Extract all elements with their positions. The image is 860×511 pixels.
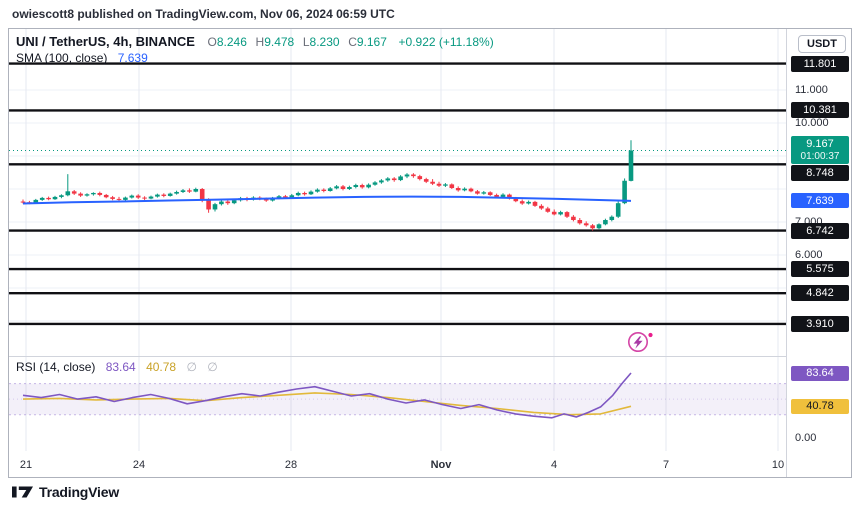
rsi-empty-1: ∅: [186, 360, 197, 374]
last-price-badge: 9.167 01:00:37: [791, 136, 849, 165]
tradingview-logo[interactable]: TradingView: [12, 484, 119, 500]
sma-value: 7.639: [117, 51, 148, 65]
sma-price-badge: 7.639: [791, 193, 849, 209]
rsi-legend[interactable]: RSI (14, close) 83.64 40.78 ∅ ∅: [16, 360, 218, 374]
bar-countdown: 01:00:37: [800, 150, 840, 162]
support-resistance-lines: [9, 62, 786, 326]
rsi-line: [22, 372, 632, 419]
level-price-badge: 8.748: [791, 165, 849, 182]
tradingview-logo-text: TradingView: [39, 484, 120, 500]
sma-label: SMA (100, close): [16, 51, 108, 65]
flash-idea-icon[interactable]: [625, 329, 667, 362]
level-price-badge: 4.842: [791, 285, 849, 302]
chart-frame: UNI / TetherUS, 4h, BINANCE O8.246 H9.47…: [8, 28, 852, 478]
change-value: +0.922 (+11.18%): [398, 35, 494, 49]
price-tick: 10.000: [795, 116, 829, 129]
last-price-value: 9.167: [806, 137, 834, 150]
time-tick: 21: [19, 459, 33, 471]
time-axis[interactable]: 21 24 28 Nov 4 7 10: [9, 451, 786, 477]
symbol-legend[interactable]: UNI / TetherUS, 4h, BINANCE O8.246 H9.47…: [16, 34, 494, 49]
time-tick: 4: [550, 459, 558, 471]
rsi-chart[interactable]: [9, 356, 786, 451]
time-tick: Nov: [430, 459, 452, 471]
level-price-badge: 3.910: [791, 315, 849, 332]
candlestick-chart[interactable]: [9, 29, 786, 356]
symbol-title: UNI / TetherUS, 4h, BINANCE: [16, 34, 195, 49]
low-label: L: [302, 35, 310, 49]
vertical-gridlines: [25, 29, 779, 356]
price-tick: 11.000: [795, 83, 828, 96]
open-value: 8.246: [216, 35, 247, 49]
price-axis-separator: [786, 29, 787, 477]
open-label: O: [207, 35, 217, 49]
candles-series: [20, 140, 634, 231]
currency-label: USDT: [798, 35, 846, 53]
rsi-value: 83.64: [105, 360, 136, 374]
level-price-badge: 10.381: [791, 102, 849, 119]
rsi-empty-2: ∅: [207, 360, 218, 374]
price-axis[interactable]: USDT 11.000 10.000 7.000 6.000 0.00 11.801 10.…: [787, 29, 851, 477]
time-tick: 7: [662, 459, 670, 471]
close-value: 9.167: [356, 35, 387, 49]
level-price-badge: 11.801: [791, 55, 849, 72]
high-value: 9.478: [264, 35, 295, 49]
time-tick: 28: [284, 459, 298, 471]
pane-separator[interactable]: [9, 356, 851, 357]
rsi-ma-value: 40.78: [146, 360, 177, 374]
rsi-value-badge: 83.64: [791, 365, 849, 381]
rsi-title: RSI (14, close): [16, 360, 96, 374]
sma-legend[interactable]: SMA (100, close) 7.639: [16, 51, 148, 65]
time-tick: 10: [771, 459, 785, 471]
tradingview-logo-icon: [12, 486, 33, 498]
sma-line: [22, 195, 632, 205]
level-price-badge: 6.742: [791, 222, 849, 239]
rsi-zero-tick: 0.00: [795, 431, 817, 444]
time-tick: 24: [132, 459, 146, 471]
close-label: C: [348, 35, 357, 49]
high-label: H: [255, 35, 265, 49]
level-price-badge: 5.575: [791, 261, 849, 278]
lightning-bolt-icon: [628, 332, 653, 352]
low-value: 8.230: [309, 35, 340, 49]
price-tick: 6.000: [795, 248, 823, 261]
rsi-value-badge: 40.78: [791, 398, 849, 414]
horizontal-gridlines: [9, 89, 786, 322]
vertical-gridlines: [25, 356, 779, 451]
publish-info: owiescott8 published on TradingView.com,…: [12, 7, 395, 21]
